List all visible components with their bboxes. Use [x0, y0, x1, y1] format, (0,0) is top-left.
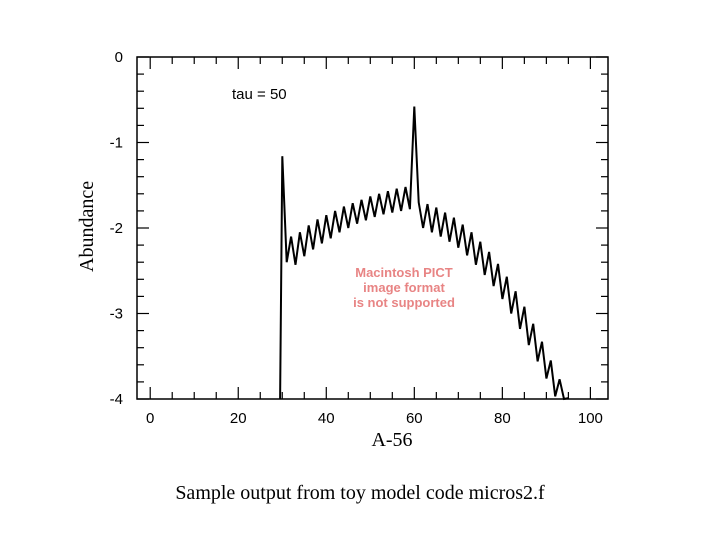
y-tick-label: -2	[110, 220, 123, 237]
y-tick-label: -1	[110, 135, 123, 152]
y-tick-label: 0	[115, 49, 123, 66]
watermark-line-1: Macintosh PICT	[355, 265, 453, 280]
tau-annotation: tau = 50	[232, 86, 287, 103]
y-axis-label: Abundance	[76, 181, 98, 272]
y-tick-label: -3	[110, 306, 123, 323]
x-tick-label: 80	[494, 410, 511, 427]
plot-area: 0 20 40 60 80 100 0 -1 -2 -3 -4	[110, 49, 609, 427]
watermark-line-2: image format	[363, 280, 445, 295]
plot-frame	[136, 56, 609, 400]
x-tick-label: 20	[230, 410, 247, 427]
y-axis-label-group: Abundance	[76, 181, 98, 272]
abundance-series-line	[279, 106, 569, 401]
unsupported-image-watermark: Macintosh PICT image format is not suppo…	[353, 265, 455, 310]
y-tick-label: -4	[110, 391, 123, 408]
x-tick-label: 100	[578, 410, 603, 427]
x-axis-label: A-56	[371, 429, 412, 451]
x-tick-label: 60	[406, 410, 423, 427]
slide-caption: Sample output from toy model code micros…	[175, 482, 545, 504]
x-tick-label: 40	[318, 410, 335, 427]
watermark-line-3: is not supported	[353, 295, 455, 310]
x-tick-label: 0	[146, 410, 154, 427]
